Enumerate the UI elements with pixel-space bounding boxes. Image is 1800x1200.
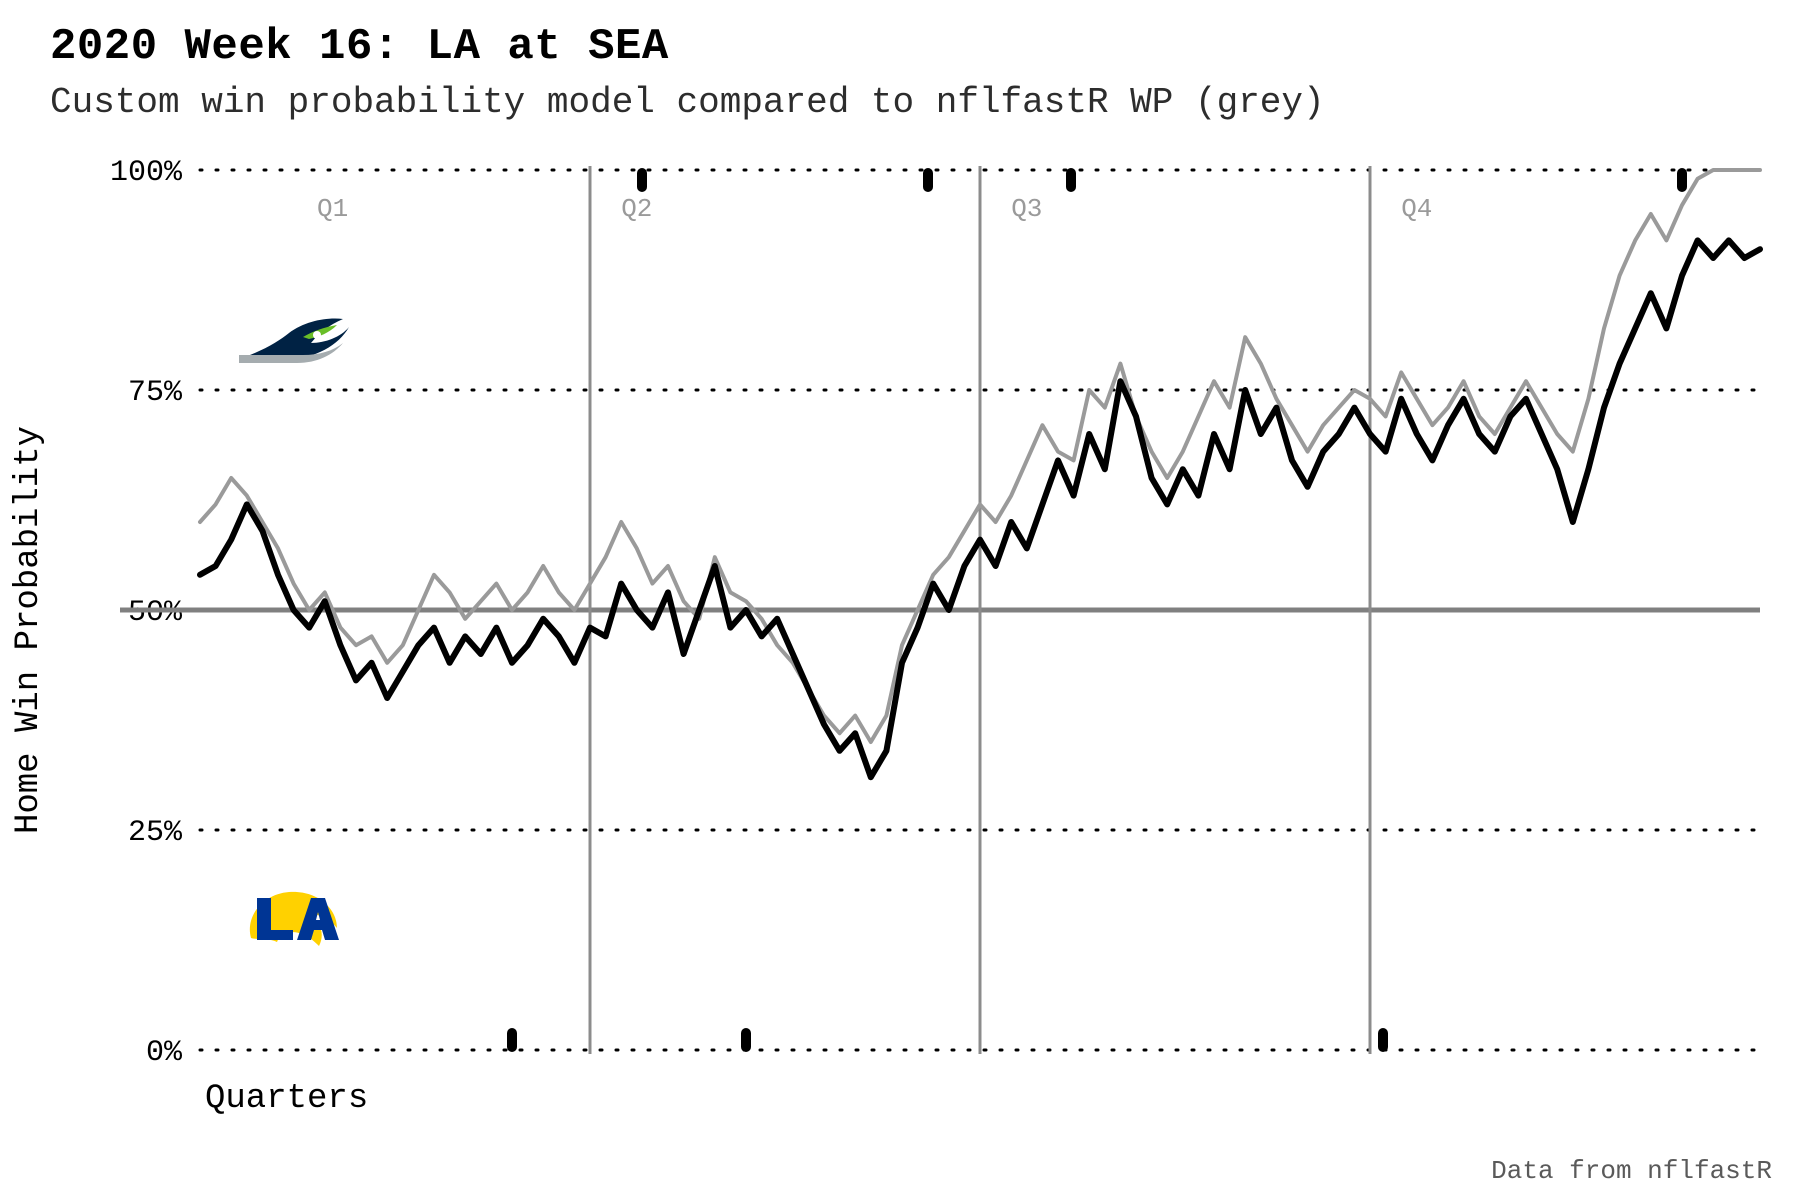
y-tick-label: 0% <box>146 1036 183 1070</box>
quarter-label: Q4 <box>1401 194 1432 224</box>
y-tick-label: 50% <box>128 596 183 630</box>
quarter-label: Q3 <box>1011 194 1042 224</box>
rug-bottom <box>507 1028 517 1052</box>
chart-svg: 0% 25% 50% 75% 100% Q1 Q2 Q3 Q4 <box>70 150 1770 1110</box>
quarter-label: Q2 <box>621 194 652 224</box>
away-team-logo <box>233 880 353 958</box>
home-team-logo <box>233 307 353 377</box>
rug-top <box>637 168 647 192</box>
chart-subtitle: Custom win probability model compared to… <box>50 82 1750 123</box>
plot-area: 0% 25% 50% 75% 100% Q1 Q2 Q3 Q4 <box>70 150 1770 1110</box>
rug-top <box>1677 168 1687 192</box>
rug-bottom <box>1378 1028 1388 1052</box>
y-tick-label: 25% <box>128 816 183 850</box>
rug-top <box>1066 168 1076 192</box>
y-tick-label: 75% <box>128 376 183 410</box>
y-axis-label: Home Win Probability <box>10 150 50 1110</box>
y-tick-label: 100% <box>110 156 183 190</box>
rug-top <box>923 168 933 192</box>
quarter-label: Q1 <box>317 194 348 224</box>
chart-title: 2020 Week 16: LA at SEA <box>50 22 1750 72</box>
chart-credit: Data from nflfastR <box>1491 1156 1772 1186</box>
rug-bottom <box>741 1028 751 1052</box>
